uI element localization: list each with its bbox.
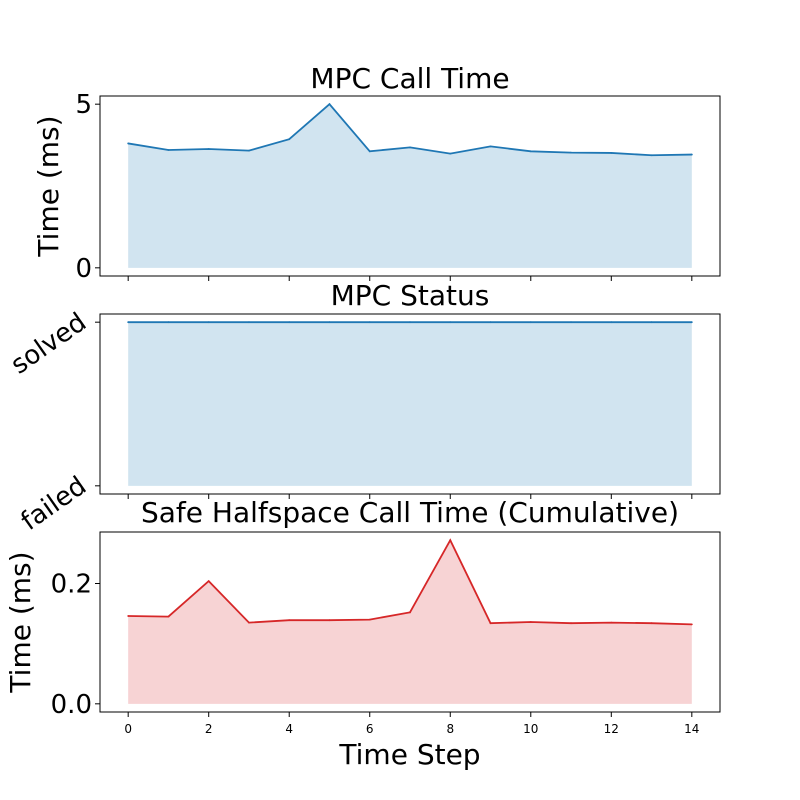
data-point bbox=[288, 321, 291, 324]
x-tick-label: 8 bbox=[446, 722, 454, 736]
x-tick-label: 4 bbox=[285, 722, 293, 736]
data-point bbox=[690, 623, 693, 626]
series-area-fill bbox=[128, 540, 692, 704]
data-point bbox=[489, 145, 492, 148]
data-point bbox=[650, 154, 653, 157]
axes-frame bbox=[99, 531, 721, 713]
data-point bbox=[127, 615, 130, 617]
data-point bbox=[248, 621, 250, 624]
chart-title: MPC Status bbox=[331, 279, 490, 312]
y-tick-label: failed bbox=[16, 471, 92, 537]
data-point bbox=[328, 103, 331, 106]
data-point bbox=[690, 321, 693, 324]
data-point bbox=[610, 152, 613, 154]
data-point bbox=[570, 622, 572, 625]
data-point bbox=[570, 151, 572, 154]
data-point bbox=[449, 321, 452, 324]
data-point bbox=[529, 321, 532, 324]
series-area-fill bbox=[128, 322, 692, 486]
data-point bbox=[610, 621, 613, 624]
data-point bbox=[127, 321, 130, 324]
data-point bbox=[529, 621, 532, 623]
panel-mpc-call-time: MPC Call Time Time (ms) 0 5 bbox=[32, 62, 721, 284]
panel-safe-halfspace: Safe Halfspace Call Time (Cumulative) Ti… bbox=[4, 496, 721, 771]
x-tick-label: 2 bbox=[205, 722, 213, 736]
data-point bbox=[248, 321, 250, 324]
y-tick-label: 0.2 bbox=[51, 569, 92, 599]
data-point bbox=[368, 618, 371, 621]
y-tick-label: 0 bbox=[75, 254, 92, 284]
x-axis-label: Time Step bbox=[338, 738, 480, 771]
data-point bbox=[570, 321, 572, 324]
y-tick-label: solved bbox=[6, 307, 92, 380]
data-point bbox=[288, 619, 291, 622]
x-tick-label: 0 bbox=[124, 722, 132, 736]
data-point bbox=[449, 539, 452, 542]
data-point bbox=[328, 619, 331, 622]
x-tick-label: 6 bbox=[366, 722, 374, 736]
data-point bbox=[690, 153, 693, 156]
y-axis-label: Time (ms) bbox=[32, 115, 65, 257]
data-point bbox=[409, 146, 411, 149]
data-point bbox=[368, 321, 371, 324]
y-tick-label: 5 bbox=[75, 90, 92, 120]
x-tick-label: 12 bbox=[604, 722, 619, 736]
data-point bbox=[167, 615, 170, 618]
y-tick-label: 0.0 bbox=[51, 690, 92, 720]
data-point bbox=[207, 580, 210, 582]
axes-frame bbox=[99, 313, 721, 495]
series-area-fill bbox=[128, 104, 692, 268]
data-point bbox=[207, 148, 210, 150]
axes-frame bbox=[99, 95, 721, 277]
x-tick-label: 14 bbox=[684, 722, 699, 736]
data-point bbox=[650, 622, 653, 625]
chart-title: MPC Call Time bbox=[310, 62, 509, 95]
data-point bbox=[610, 321, 613, 324]
x-tick-label: 10 bbox=[523, 722, 538, 736]
y-axis-label: Time (ms) bbox=[4, 551, 37, 693]
data-point bbox=[207, 321, 210, 324]
data-point bbox=[167, 149, 170, 151]
data-point bbox=[248, 149, 250, 152]
data-point bbox=[328, 321, 331, 324]
data-point bbox=[409, 321, 411, 324]
data-point bbox=[167, 321, 170, 324]
data-point bbox=[529, 150, 532, 153]
data-point bbox=[127, 142, 130, 145]
data-point bbox=[650, 321, 653, 324]
data-point bbox=[489, 321, 492, 324]
data-point bbox=[489, 622, 492, 625]
data-point bbox=[409, 611, 411, 614]
data-point bbox=[288, 138, 291, 141]
data-point bbox=[368, 150, 371, 153]
data-point bbox=[449, 152, 452, 155]
chart-title: Safe Halfspace Call Time (Cumulative) bbox=[141, 496, 679, 529]
